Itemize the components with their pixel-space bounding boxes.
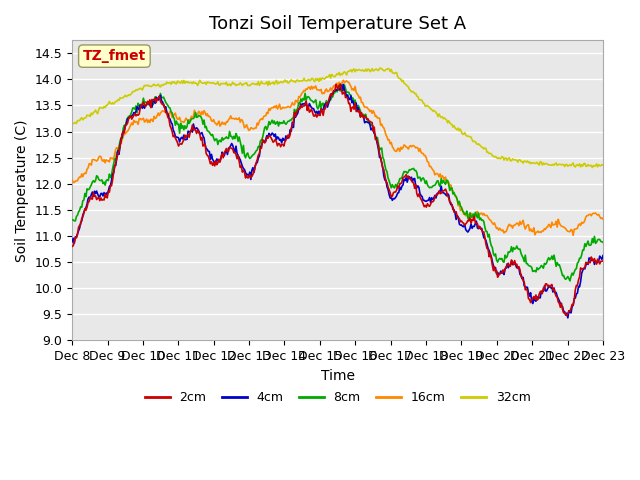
Legend: 2cm, 4cm, 8cm, 16cm, 32cm: 2cm, 4cm, 8cm, 16cm, 32cm [140, 386, 536, 409]
Y-axis label: Soil Temperature (C): Soil Temperature (C) [15, 119, 29, 262]
Title: Tonzi Soil Temperature Set A: Tonzi Soil Temperature Set A [209, 15, 466, 33]
X-axis label: Time: Time [321, 369, 355, 383]
Text: TZ_fmet: TZ_fmet [83, 49, 146, 63]
